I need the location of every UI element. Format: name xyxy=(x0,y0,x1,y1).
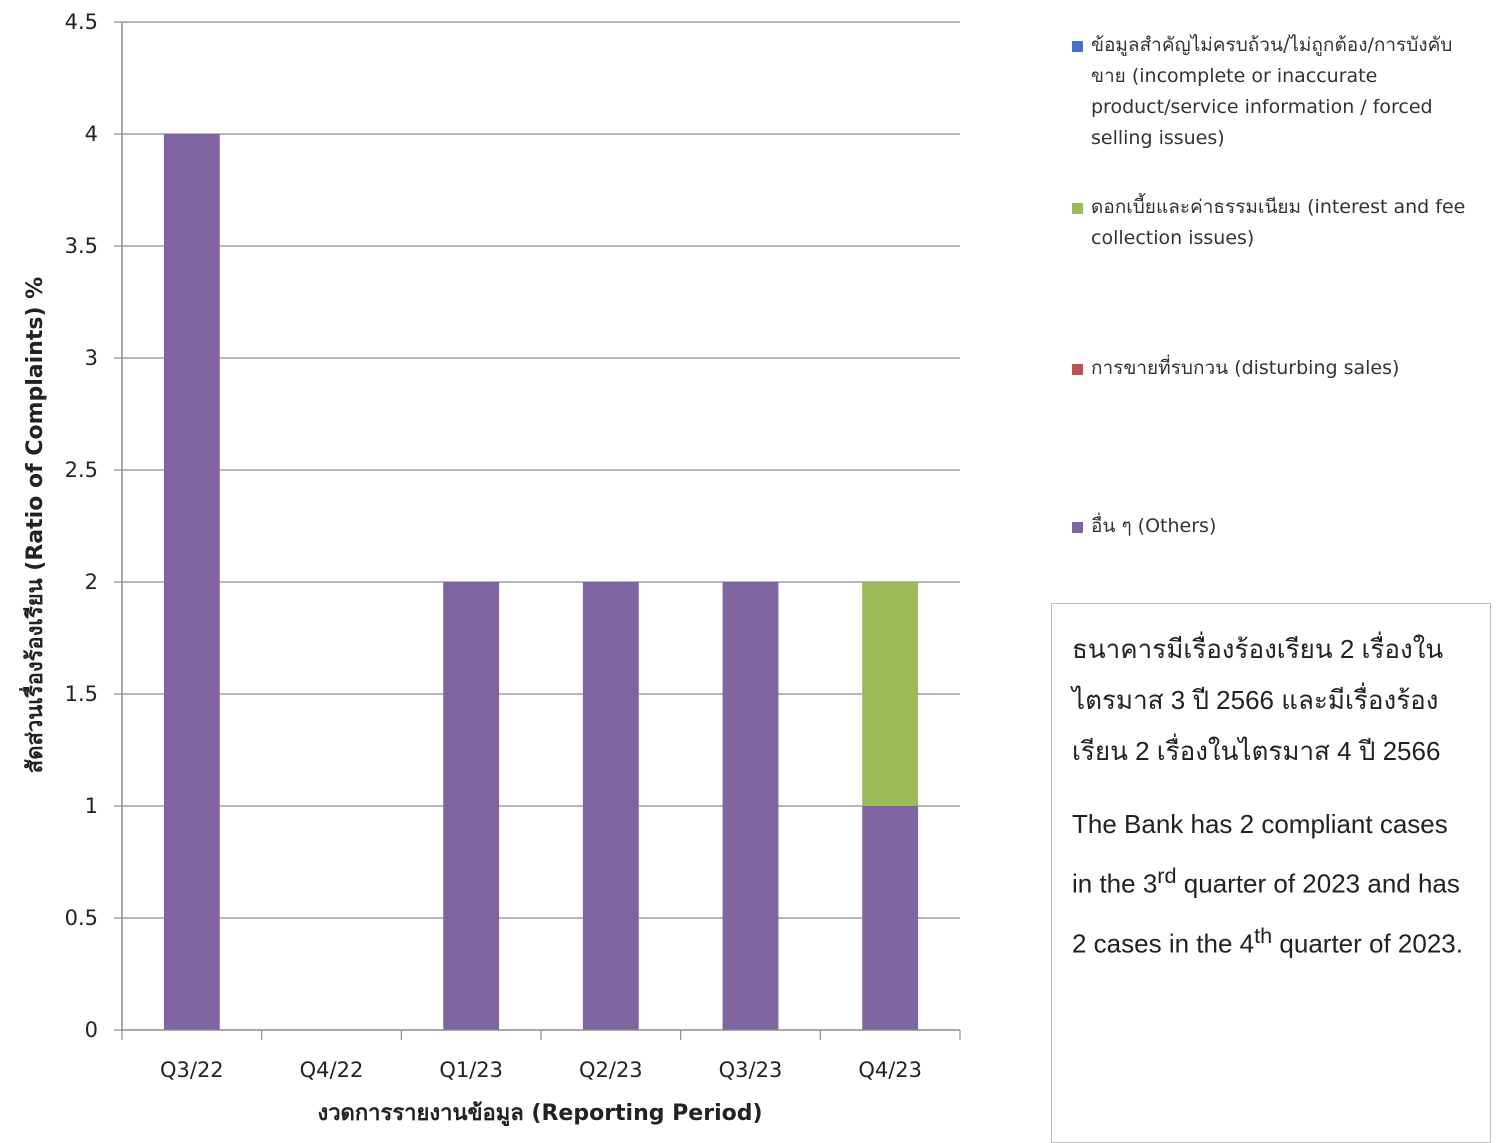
legend-label: ดอกเบี้ยและค่าธรรมเนียม (interest and fe… xyxy=(1091,196,1466,249)
legend-item-others: อื่น ๆ (Others) xyxy=(1072,511,1502,542)
y-tick-label: 3 xyxy=(85,346,98,370)
legend-item-information-issues: ข้อมูลสำคัญไม่ครบถ้วน/ไม่ถูกต้อง/การบังค… xyxy=(1072,30,1502,154)
y-tick-label: 4.5 xyxy=(65,10,98,34)
bar-Q1-23-series-3 xyxy=(443,582,500,1030)
legend-item-interest-fee: ดอกเบี้ยและค่าธรรมเนียม (interest and fe… xyxy=(1072,192,1502,254)
legend-swatch-blue xyxy=(1072,41,1083,52)
y-tick-label: 2.5 xyxy=(65,458,98,482)
bar-Q4-23-series-3 xyxy=(862,806,919,1030)
legend-swatch-green xyxy=(1072,203,1083,214)
axes xyxy=(114,21,961,1040)
x-tick-label: Q1/23 xyxy=(439,1058,503,1082)
x-tick-labels: Q3/22 Q4/22 Q1/23 Q2/23 Q3/23 Q4/23 xyxy=(160,1058,922,1082)
x-tick-label: Q3/22 xyxy=(160,1058,224,1082)
x-axis-title: งวดการรายงานข้อมูล (Reporting Period) xyxy=(317,1101,762,1127)
y-tick-labels: 0 0.5 1 1.5 2 2.5 3 3.5 4 4.5 xyxy=(65,10,98,1042)
y-tick-label: 2 xyxy=(85,570,98,594)
legend-label: ข้อมูลสำคัญไม่ครบถ้วน/ไม่ถูกต้อง/การบังค… xyxy=(1091,34,1453,149)
bar-Q3-23-series-3 xyxy=(722,582,779,1030)
y-tick-label: 3.5 xyxy=(65,234,98,258)
x-tick-label: Q4/23 xyxy=(858,1058,922,1082)
legend-label: การขายที่รบกวน (disturbing sales) xyxy=(1091,357,1400,379)
y-tick-label: 1 xyxy=(85,794,98,818)
gridlines xyxy=(122,21,960,919)
bar-Q2-23-series-3 xyxy=(582,582,639,1030)
y-tick-label: 0.5 xyxy=(65,906,98,930)
legend-label: อื่น ๆ (Others) xyxy=(1091,515,1217,537)
bars xyxy=(163,134,919,1030)
x-tick-label: Q3/23 xyxy=(719,1058,783,1082)
complaint-ratio-chart: 0 0.5 1 1.5 2 2.5 3 3.5 4 4.5 Q3/22 Q4/22 Q1/23 Q2/2… xyxy=(18,10,961,1127)
y-tick-label: 4 xyxy=(85,122,98,146)
bar-Q4-23-series-1 xyxy=(862,582,919,806)
y-tick-label: 0 xyxy=(85,1018,98,1042)
summary-note-box: ธนาคารมีเรื่องร้องเรียน 2 เรื่องในไตรมาส… xyxy=(1051,603,1491,1143)
note-thai: ธนาคารมีเรื่องร้องเรียน 2 เรื่องในไตรมาส… xyxy=(1072,634,1444,766)
y-tick-label: 1.5 xyxy=(65,682,98,706)
x-tick-label: Q4/22 xyxy=(300,1058,364,1082)
legend-item-disturbing-sales: การขายที่รบกวน (disturbing sales) xyxy=(1072,353,1502,384)
legend-swatch-red xyxy=(1072,364,1083,375)
note-english: The Bank has 2 compliant cases in the 3r… xyxy=(1072,809,1463,959)
x-tick-label: Q2/23 xyxy=(579,1058,643,1082)
legend-swatch-purple xyxy=(1072,522,1083,533)
y-axis-title: สัดส่วนเรื่องร้องเรียน (Ratio of Complai… xyxy=(18,277,48,773)
bar-Q3-22-series-3 xyxy=(163,134,220,1030)
